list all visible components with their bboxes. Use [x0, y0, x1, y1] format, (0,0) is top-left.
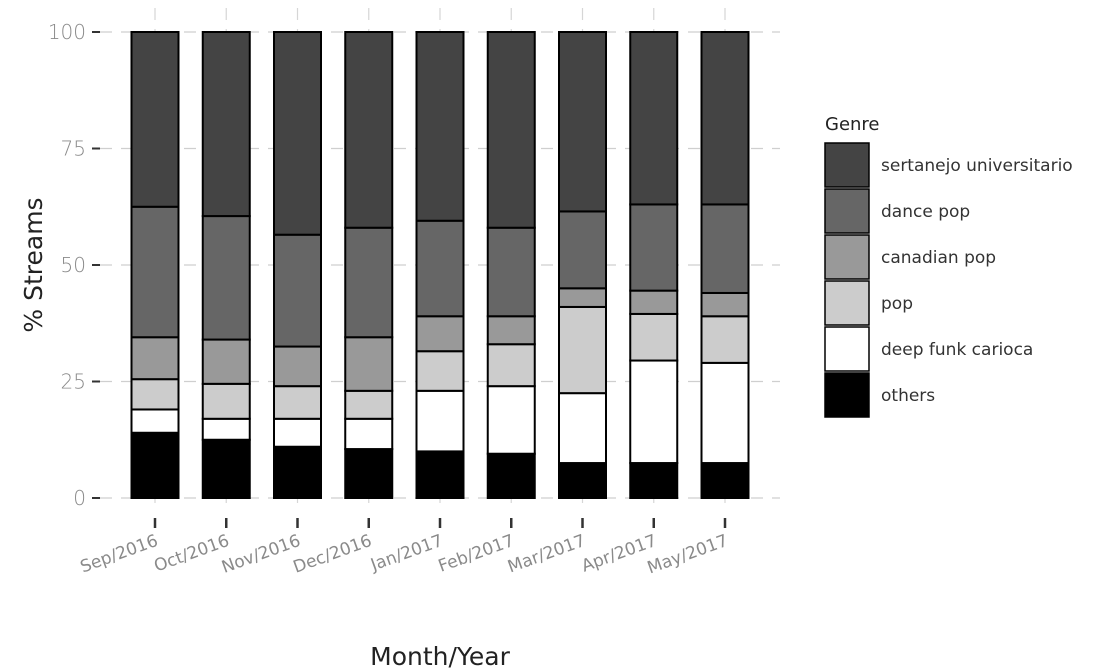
legend-label: others	[881, 386, 935, 406]
bar-segment-dance-pop	[415, 219, 465, 318]
bar-segment-dance-pop	[130, 205, 180, 339]
bar-segment-sertanejo-universitario	[344, 31, 394, 229]
bar-segment-canadian-pop	[486, 315, 536, 346]
bar-segment-dance-pop	[486, 226, 536, 318]
bar-segment-dance-pop	[201, 215, 251, 341]
x-tick-label: Oct/2016	[151, 531, 232, 577]
bar-segment-others	[130, 431, 180, 500]
bar-segment-sertanejo-universitario	[486, 31, 536, 229]
x-tick-label: Dec/2016	[291, 531, 375, 578]
x-axis-title: Month/Year	[370, 642, 510, 668]
legend-swatch	[824, 372, 870, 418]
bar-segment-canadian-pop	[415, 315, 465, 353]
legend-label: pop	[881, 294, 913, 314]
y-axis-title: % Streams	[19, 197, 48, 332]
bar-segment-others	[700, 462, 750, 499]
bar-segment-canadian-pop	[700, 291, 750, 318]
bar-segment-pop	[201, 382, 251, 420]
legend-title: Genre	[825, 114, 880, 135]
bar-segment-deep-funk-carioca	[130, 408, 180, 434]
bar-segment-others	[558, 462, 607, 499]
bar-segment-pop	[344, 389, 394, 420]
bars	[130, 31, 750, 500]
bar-segment-sertanejo-universitario	[273, 31, 322, 236]
legend-swatch	[824, 234, 870, 280]
bar-segment-canadian-pop	[629, 289, 679, 315]
bar-segment-sertanejo-universitario	[700, 31, 750, 206]
bar-segment-sertanejo-universitario	[415, 31, 465, 222]
x-tick-label: Feb/2017	[436, 531, 517, 577]
bar-segment-canadian-pop	[344, 336, 394, 392]
bar-segment-dance-pop	[344, 226, 394, 339]
y-tick-label: 100	[48, 20, 86, 44]
bar-segment-sertanejo-universitario	[130, 31, 180, 208]
bar-segment-sertanejo-universitario	[558, 31, 607, 213]
bar-segment-deep-funk-carioca	[415, 389, 465, 453]
bar-segment-sertanejo-universitario	[201, 31, 251, 218]
bar-segment-deep-funk-carioca	[700, 361, 750, 465]
bar-segment-others	[201, 438, 251, 499]
bar-segment-canadian-pop	[130, 336, 180, 381]
bar-segment-pop	[558, 305, 607, 395]
bar-segment-others	[344, 448, 394, 500]
bar-segment-pop	[130, 378, 180, 411]
y-tick-label: 50	[61, 253, 86, 277]
bar-segment-others	[273, 445, 322, 499]
legend-label: canadian pop	[881, 248, 996, 268]
y-tick-label: 75	[61, 137, 86, 161]
bar-segment-deep-funk-carioca	[201, 417, 251, 441]
x-tick-label: May/2017	[645, 531, 731, 579]
bar-segment-deep-funk-carioca	[486, 385, 536, 455]
x-tick-label: Mar/2017	[505, 531, 588, 578]
x-tick-label: Jan/2017	[367, 531, 445, 576]
bar-segment-pop	[273, 385, 322, 420]
legend-label: dance pop	[881, 202, 970, 222]
x-axis: Sep/2016Oct/2016Nov/2016Dec/2016Jan/2017…	[78, 518, 731, 578]
bar-segment-canadian-pop	[273, 345, 322, 388]
x-tick-label: Sep/2016	[78, 531, 161, 578]
legend-swatch	[824, 326, 870, 372]
legend-swatch	[824, 142, 870, 188]
bar-segment-pop	[486, 343, 536, 388]
bar-segment-dance-pop	[629, 203, 679, 292]
y-tick-label: 0	[73, 486, 86, 510]
bar-segment-deep-funk-carioca	[344, 417, 394, 451]
legend-swatch	[824, 280, 870, 326]
bar-segment-pop	[629, 312, 679, 362]
x-tick-label: Apr/2017	[579, 531, 660, 577]
bar-segment-dance-pop	[558, 210, 607, 290]
bar-segment-canadian-pop	[558, 287, 607, 308]
x-tick-label: Nov/2016	[219, 531, 303, 578]
bar-segment-others	[415, 450, 465, 499]
y-tick-label: 25	[61, 370, 86, 394]
y-axis: 0 25 50 75 100	[48, 20, 100, 510]
legend-swatch	[824, 188, 870, 234]
bar-segment-dance-pop	[700, 203, 750, 294]
bar-segment-pop	[700, 315, 750, 364]
bar-segment-pop	[415, 350, 465, 392]
bar-segment-others	[629, 462, 679, 499]
legend: Genre sertanejo universitario dance pop ca…	[824, 114, 1073, 418]
bar-segment-deep-funk-carioca	[558, 392, 607, 465]
bar-segment-deep-funk-carioca	[629, 359, 679, 465]
bar-segment-deep-funk-carioca	[273, 417, 322, 448]
legend-label: deep funk carioca	[881, 340, 1033, 360]
bar-segment-sertanejo-universitario	[629, 31, 679, 206]
bar-segment-others	[486, 452, 536, 500]
bar-segment-dance-pop	[273, 233, 322, 348]
bar-segment-canadian-pop	[201, 338, 251, 385]
legend-label: sertanejo universitario	[881, 156, 1073, 176]
